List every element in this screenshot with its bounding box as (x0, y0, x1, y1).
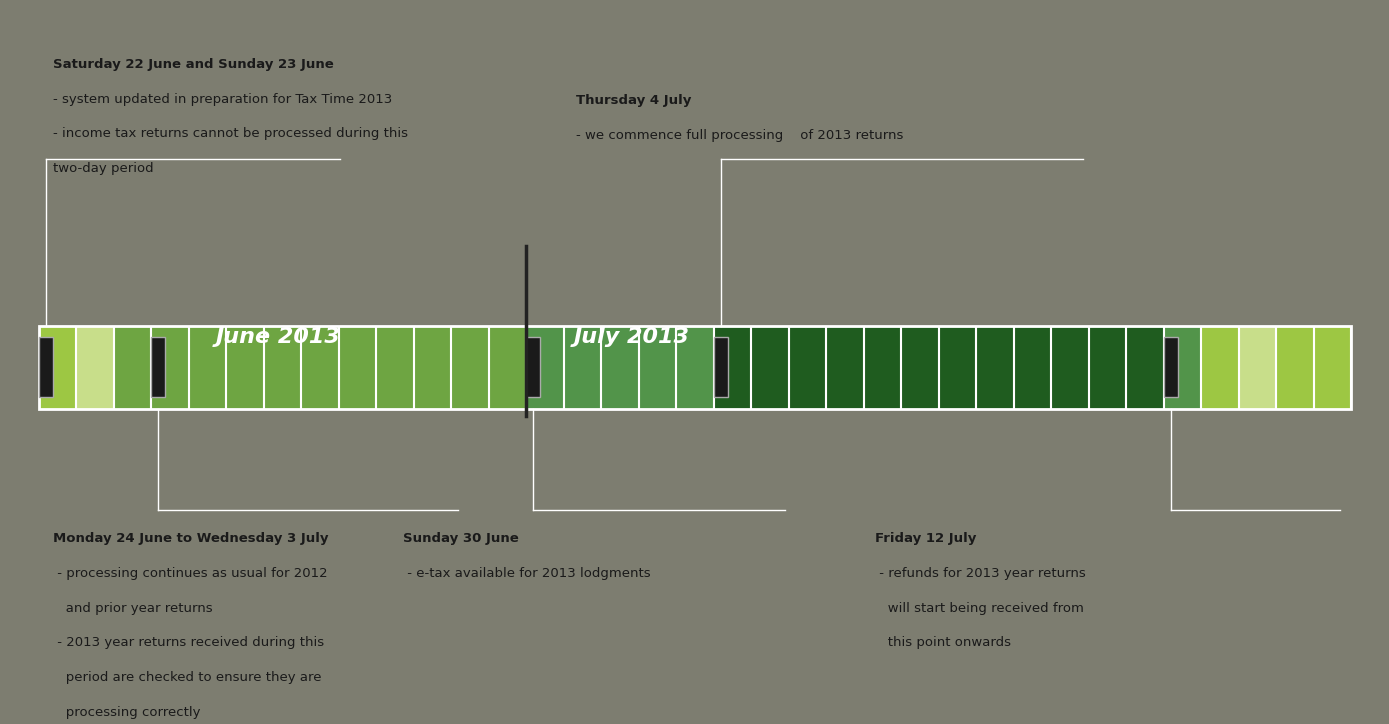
Bar (1089, 326, 1125, 409)
Bar (564, 326, 600, 409)
Text: Saturday 22 June and Sunday 23 June: Saturday 22 June and Sunday 23 June (53, 58, 333, 71)
Bar (1051, 326, 1088, 409)
Bar (864, 326, 900, 409)
Bar (1201, 326, 1238, 409)
Bar (39, 326, 1351, 409)
Text: processing correctly: processing correctly (53, 706, 200, 719)
Bar (39, 326, 75, 409)
Text: Thursday 4 July: Thursday 4 July (576, 94, 692, 107)
Text: will start being received from: will start being received from (875, 602, 1083, 615)
Bar (376, 326, 413, 409)
Bar (789, 326, 825, 409)
Bar (526, 337, 540, 397)
Text: two-day period: two-day period (53, 162, 153, 175)
Text: - 2013 year returns received during this: - 2013 year returns received during this (53, 636, 324, 649)
Bar (339, 326, 375, 409)
Text: - we commence full processing    of 2013 returns: - we commence full processing of 2013 re… (576, 129, 904, 142)
Bar (601, 326, 638, 409)
Bar (114, 326, 150, 409)
Bar (189, 326, 225, 409)
Text: Sunday 30 June: Sunday 30 June (403, 532, 518, 545)
Bar (826, 326, 863, 409)
Bar (714, 337, 728, 397)
Bar (76, 326, 113, 409)
Bar (976, 326, 1013, 409)
Text: - income tax returns cannot be processed during this: - income tax returns cannot be processed… (53, 127, 408, 140)
Bar (676, 326, 713, 409)
Bar (751, 326, 788, 409)
Text: this point onwards: this point onwards (875, 636, 1011, 649)
Bar (301, 326, 338, 409)
Text: period are checked to ensure they are: period are checked to ensure they are (53, 671, 321, 684)
Bar (1314, 326, 1350, 409)
Bar (1239, 326, 1275, 409)
Text: - e-tax available for 2013 lodgments: - e-tax available for 2013 lodgments (403, 567, 650, 580)
Bar (939, 326, 975, 409)
Text: and prior year returns: and prior year returns (53, 602, 213, 615)
Bar (264, 326, 300, 409)
Text: - refunds for 2013 year returns: - refunds for 2013 year returns (875, 567, 1086, 580)
Text: Friday 12 July: Friday 12 July (875, 532, 976, 545)
Bar (1126, 326, 1163, 409)
Bar (1164, 326, 1200, 409)
Bar (414, 326, 450, 409)
Text: July 2013: July 2013 (574, 327, 690, 347)
Bar (451, 326, 488, 409)
Bar (1014, 326, 1050, 409)
Bar (714, 326, 750, 409)
Bar (1276, 326, 1313, 409)
Bar (226, 326, 263, 409)
Bar (901, 326, 938, 409)
Bar (639, 326, 675, 409)
Bar (489, 326, 525, 409)
Bar (526, 326, 563, 409)
Text: - system updated in preparation for Tax Time 2013: - system updated in preparation for Tax … (53, 93, 392, 106)
Bar (151, 326, 188, 409)
Bar (39, 337, 53, 397)
Bar (1164, 337, 1178, 397)
Bar (151, 337, 165, 397)
Text: June 2013: June 2013 (215, 327, 340, 347)
Text: - processing continues as usual for 2012: - processing continues as usual for 2012 (53, 567, 328, 580)
Text: Monday 24 June to Wednesday 3 July: Monday 24 June to Wednesday 3 July (53, 532, 328, 545)
